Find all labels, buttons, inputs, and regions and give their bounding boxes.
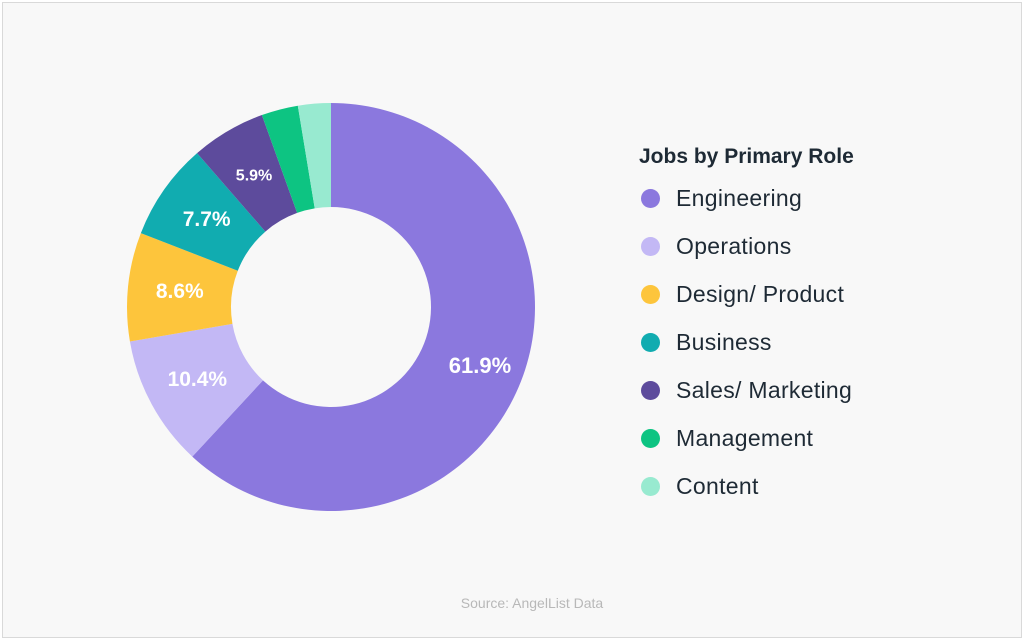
slice-content <box>297 103 331 209</box>
legend-label: Operations <box>676 232 792 259</box>
legend-swatch <box>641 188 660 208</box>
chart-title: Jobs by Primary Role <box>639 145 854 168</box>
source-note: Source: AngelList Data <box>460 595 604 611</box>
data-label: 5.9% <box>236 167 272 184</box>
legend-label: Engineering <box>676 184 803 211</box>
legend: Engineering Operations Design/ Product Busi… <box>641 174 852 510</box>
legend-swatch <box>641 476 660 496</box>
legend-label: Management <box>676 424 814 451</box>
legend-item: Engineering <box>641 174 852 222</box>
legend-item: Design/ Product <box>641 270 852 318</box>
legend-swatch <box>641 380 660 400</box>
legend-label: Sales/ Marketing <box>676 376 853 403</box>
legend-item: Operations <box>641 222 852 270</box>
slice-management <box>261 105 315 213</box>
legend-label: Business <box>676 328 772 355</box>
data-label: 61.9% <box>449 353 511 378</box>
legend-swatch <box>641 428 660 448</box>
slice-design-product <box>127 233 238 342</box>
legend-swatch <box>641 332 660 352</box>
slice-business <box>140 153 266 271</box>
legend-label: Design/ Product <box>676 280 845 307</box>
slice-engineering <box>192 103 536 511</box>
data-label: 7.7% <box>183 208 231 231</box>
legend-item: Business <box>641 318 852 366</box>
slice-operations <box>129 323 264 457</box>
legend-swatch <box>641 236 660 256</box>
data-label: 8.6% <box>156 280 204 303</box>
legend-swatch <box>641 284 660 304</box>
slice-sales-marketing <box>197 115 298 232</box>
legend-item: Content <box>641 462 852 510</box>
legend-item: Sales/ Marketing <box>641 366 852 414</box>
legend-item: Management <box>641 414 852 462</box>
legend-label: Content <box>676 472 759 499</box>
data-label: 10.4% <box>168 368 228 391</box>
